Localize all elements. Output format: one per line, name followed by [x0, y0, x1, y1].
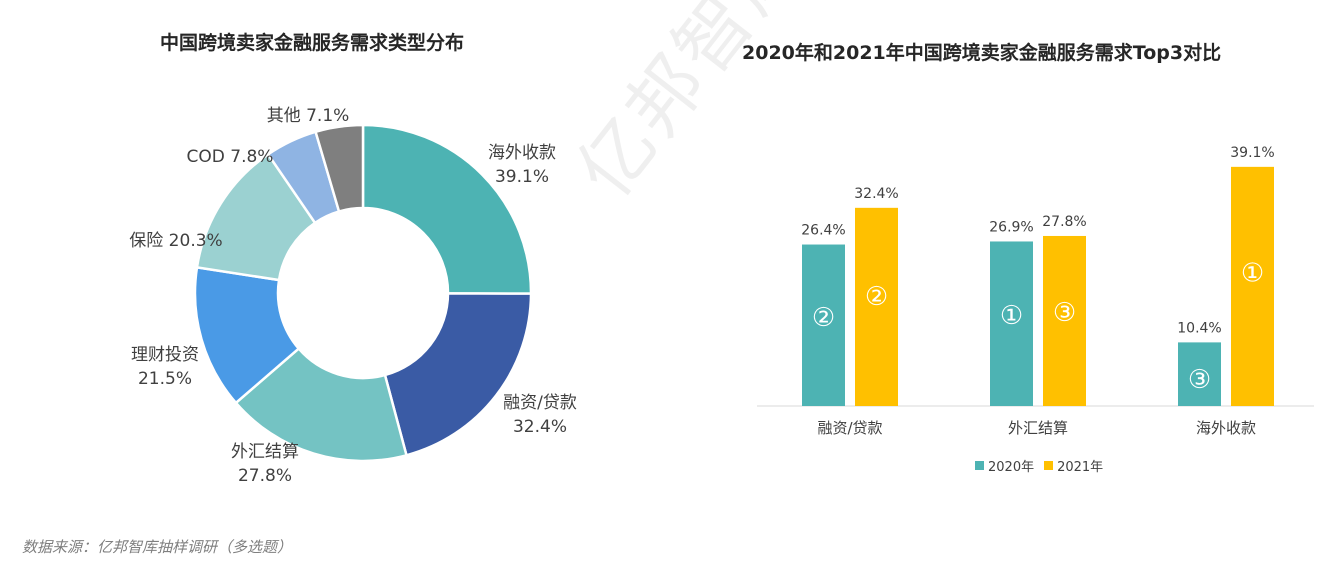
pie-label-6: 其他 7.1%: [267, 106, 350, 126]
pie-value-label-2: 27.8%: [238, 466, 292, 486]
pie-slice-0: [361, 123, 533, 295]
pie-label-4: 保险 20.3%: [129, 231, 222, 251]
bar-rank-0-2: ③: [1188, 365, 1211, 395]
bar-value-label-1-2: 39.1%: [1230, 145, 1274, 161]
pie-label-5: COD 7.8%: [187, 147, 274, 167]
pie-slice-1: [383, 292, 533, 457]
bar-1-1: [1043, 235, 1086, 406]
legend-item-2021: 2021年: [1044, 456, 1103, 475]
legend-swatch-2021: [1044, 461, 1054, 470]
pie-value-label-3: 21.5%: [138, 369, 192, 389]
pie-value-label-1: 32.4%: [513, 417, 567, 437]
right-chart-title: 2020年和2021年中国跨境卖家金融服务需求Top3对比: [742, 42, 1222, 64]
bar-rank-0-1: ①: [1000, 301, 1023, 331]
bar-0-2: [1178, 342, 1221, 406]
left-chart-title: 中国跨境卖家金融服务需求类型分布: [160, 32, 465, 54]
pie-value-label-0: 39.1%: [495, 167, 549, 187]
bar-rank-1-2: ①: [1241, 259, 1264, 289]
bar-value-label-0-0: 26.4%: [801, 223, 845, 239]
bar-rank-0-0: ②: [812, 303, 835, 333]
bar-legend: 2020年 2021年: [975, 456, 1103, 475]
pie-label-1: 融资/贷款: [503, 393, 577, 413]
bar-value-label-0-1: 26.9%: [989, 219, 1033, 235]
pie-label-3: 理财投资: [131, 345, 199, 365]
bar-category-label-1: 外汇结算: [1008, 419, 1068, 437]
bar-1-2: [1231, 166, 1274, 406]
bar-value-label-1-0: 32.4%: [854, 186, 898, 202]
pie-slice-2: [234, 346, 409, 463]
data-source-note: 数据来源：亿邦智库抽样调研（多选题）: [22, 538, 293, 556]
bar-value-label-0-2: 10.4%: [1177, 320, 1221, 336]
legend-item-2020: 2020年: [975, 456, 1034, 475]
legend-swatch-2020: [975, 461, 984, 470]
bar-0-1: [990, 241, 1033, 406]
pie-slice-6: [314, 123, 365, 214]
pie-label-0: 海外收款: [488, 143, 556, 163]
legend-label-2021: 2021年: [1057, 460, 1104, 475]
bar-category-label-0: 融资/贷款: [817, 419, 882, 437]
pie-label-2: 外汇结算: [231, 442, 299, 462]
bar-1-0: [855, 207, 898, 406]
legend-label-2020: 2020年: [988, 460, 1035, 475]
bar-0-0: [802, 244, 845, 406]
bar-category-label-2: 海外收款: [1196, 419, 1256, 437]
bar-rank-1-0: ②: [865, 282, 888, 312]
bar-value-label-1-1: 27.8%: [1042, 214, 1086, 230]
bar-rank-1-1: ③: [1053, 298, 1076, 328]
